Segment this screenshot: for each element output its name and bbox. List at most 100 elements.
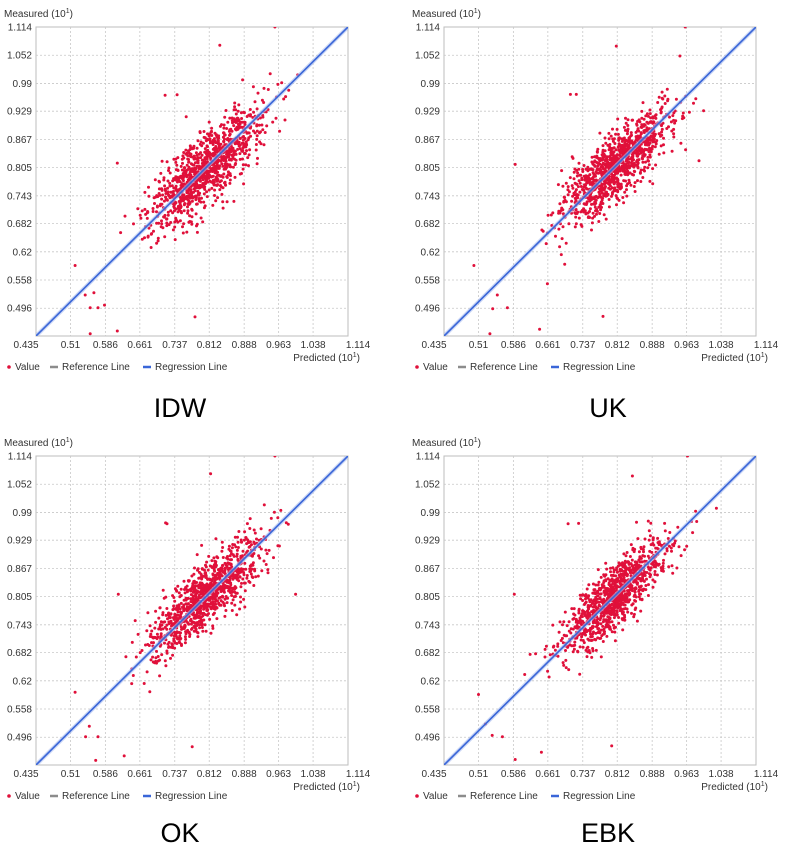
data-point [223, 115, 227, 119]
data-point [623, 164, 627, 168]
data-point [247, 136, 251, 140]
y-axis-label: Measured (101) [412, 437, 481, 449]
data-point [186, 621, 190, 625]
data-point [163, 641, 166, 645]
legend-regression-label: Regression Line [563, 362, 636, 373]
data-point [608, 143, 612, 146]
data-point [582, 603, 586, 606]
data-point [676, 525, 680, 529]
data-point [599, 208, 603, 212]
data-point-outlier [512, 592, 516, 596]
data-point [221, 584, 225, 588]
data-point [636, 537, 640, 541]
data-point [601, 165, 605, 169]
data-point [572, 177, 576, 181]
data-point [212, 568, 216, 572]
data-point [670, 549, 673, 553]
data-point-outlier [574, 92, 578, 96]
data-point [588, 627, 592, 631]
data-point [205, 190, 209, 194]
data-point [605, 178, 609, 182]
data-point [661, 569, 665, 573]
data-point [222, 123, 226, 127]
data-point [563, 262, 567, 266]
data-point [158, 658, 162, 662]
data-point [646, 594, 650, 597]
data-point [588, 216, 592, 219]
data-point [616, 197, 619, 201]
data-point [217, 144, 221, 148]
data-point [629, 183, 633, 187]
data-point [578, 672, 582, 676]
data-point [266, 568, 270, 572]
data-point [227, 581, 231, 585]
data-point [591, 625, 595, 629]
data-point-outlier [545, 282, 549, 286]
data-point [610, 603, 614, 607]
data-point [185, 175, 189, 179]
data-point [146, 234, 150, 238]
data-point [179, 587, 183, 591]
data-point [625, 600, 629, 604]
data-point [206, 180, 210, 184]
data-point [610, 586, 614, 590]
data-point [163, 235, 167, 239]
caption-ok: OK [160, 818, 200, 848]
data-point [581, 645, 585, 649]
data-point [639, 584, 643, 588]
data-point [197, 197, 201, 200]
data-point [591, 647, 595, 650]
data-point [619, 184, 623, 188]
data-point [154, 620, 158, 624]
data-point-outlier [73, 690, 77, 694]
data-point [564, 200, 568, 204]
data-point [271, 120, 275, 124]
data-point [636, 166, 640, 170]
y-tick-label: 0.929 [415, 107, 440, 118]
data-point [266, 88, 270, 91]
data-point [177, 591, 181, 595]
data-point [221, 155, 225, 159]
data-point [233, 105, 237, 109]
data-point [205, 177, 209, 181]
data-point [146, 643, 150, 646]
data-point [661, 561, 665, 565]
data-point [240, 117, 244, 120]
data-point [243, 152, 246, 155]
data-point [215, 588, 219, 592]
data-point [633, 170, 637, 174]
data-point-outlier [577, 521, 581, 525]
data-point [605, 634, 609, 638]
data-point [546, 213, 550, 217]
data-point [241, 157, 244, 161]
x-tick-label: 0.661 [535, 769, 560, 780]
data-point [260, 98, 264, 102]
legend: Value Reference Line Regression Line [415, 791, 636, 802]
data-point [147, 185, 150, 189]
data-point [155, 241, 159, 245]
data-point [611, 156, 615, 160]
data-point [649, 150, 653, 154]
data-point [159, 202, 163, 206]
data-point [241, 549, 245, 553]
data-point [238, 607, 242, 611]
data-point [239, 567, 243, 571]
data-point [622, 201, 626, 205]
data-point [594, 648, 598, 652]
data-point [192, 163, 196, 167]
data-point [192, 572, 196, 576]
data-point [615, 153, 619, 157]
data-point [212, 183, 216, 187]
data-point [230, 546, 234, 550]
data-point [575, 193, 579, 196]
data-point [602, 579, 606, 583]
data-point [557, 227, 561, 231]
data-point [660, 90, 664, 94]
x-tick-label: 0.661 [127, 340, 152, 351]
data-point [604, 611, 608, 615]
data-point [149, 246, 153, 249]
data-point [594, 170, 598, 174]
data-point [220, 574, 224, 578]
data-point [671, 114, 675, 118]
data-point [186, 205, 189, 209]
